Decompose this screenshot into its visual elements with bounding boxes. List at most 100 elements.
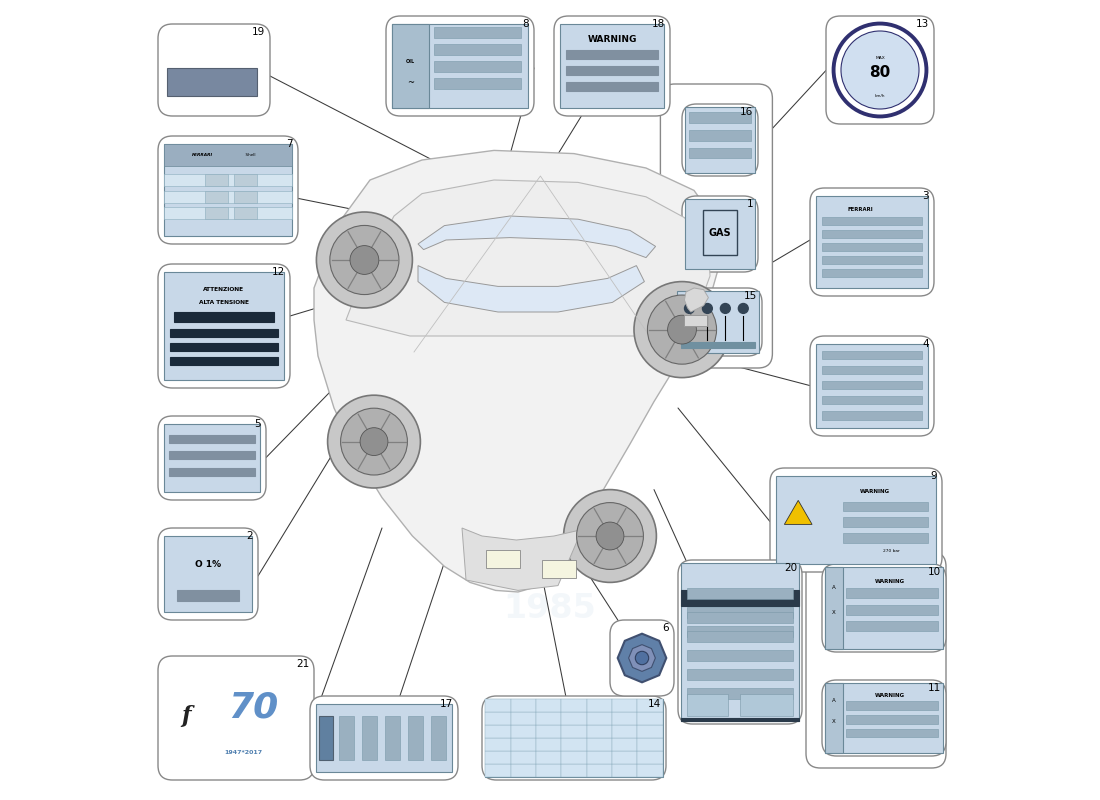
Polygon shape [410,192,662,316]
Text: X: X [832,610,836,614]
Bar [688,607,793,618]
FancyBboxPatch shape [660,84,772,368]
Text: ALTA TENSIONE: ALTA TENSIONE [199,300,249,305]
Bar [434,44,520,55]
Bar [164,424,260,492]
Bar [205,191,228,203]
Bar [565,82,659,91]
Bar [486,550,519,568]
Bar [565,50,659,59]
Circle shape [703,303,713,314]
Bar [846,621,938,631]
Bar [536,725,561,738]
Bar [688,589,793,599]
Text: A: A [832,698,836,703]
Polygon shape [618,634,667,682]
Bar [688,694,728,716]
FancyBboxPatch shape [682,104,758,176]
Bar [678,291,759,353]
FancyBboxPatch shape [826,16,934,124]
Text: 5: 5 [254,419,261,429]
Polygon shape [684,288,708,312]
Bar [688,626,793,638]
Bar [234,174,257,186]
Text: 7: 7 [287,139,294,149]
Text: 2: 2 [246,531,253,541]
Bar [637,751,663,764]
Bar [688,612,793,623]
FancyBboxPatch shape [386,16,534,116]
FancyBboxPatch shape [674,288,762,356]
Bar [822,411,922,419]
FancyBboxPatch shape [158,656,314,780]
Bar [637,764,663,777]
Text: 9: 9 [931,471,937,482]
Bar [560,24,663,108]
Bar [408,716,424,760]
FancyBboxPatch shape [482,696,666,780]
Bar [612,738,637,751]
Text: 14: 14 [648,699,661,709]
Bar [684,315,707,326]
FancyBboxPatch shape [158,136,298,244]
Text: 3: 3 [923,191,930,202]
Bar [164,144,292,166]
Bar [164,174,292,186]
Bar [434,61,520,72]
Bar [637,725,663,738]
Bar [822,350,922,359]
Bar [205,174,228,186]
Circle shape [834,23,926,117]
Circle shape [684,303,694,314]
Bar [510,699,536,712]
Polygon shape [314,150,719,592]
Text: ATTENZIONE: ATTENZIONE [204,286,244,292]
Bar [164,144,292,236]
Bar [362,716,377,760]
Circle shape [563,490,657,582]
Text: FERRARI: FERRARI [192,153,213,157]
Bar [846,605,938,614]
Polygon shape [418,266,645,312]
Bar [536,712,561,725]
Polygon shape [346,180,710,336]
Text: GAS: GAS [708,228,732,238]
Bar [536,738,561,751]
Text: 6: 6 [662,623,669,634]
Bar [816,196,927,288]
Bar [586,712,612,725]
Bar [561,751,586,764]
FancyBboxPatch shape [810,336,934,436]
Circle shape [330,226,399,294]
Bar [846,589,938,598]
Bar [689,113,751,123]
Circle shape [328,395,420,488]
Bar [846,715,938,723]
Circle shape [341,408,407,475]
Text: 11: 11 [928,683,942,693]
Bar [685,107,755,173]
Bar [846,702,938,710]
Text: FERRARI: FERRARI [847,207,873,212]
Bar [681,563,799,721]
Circle shape [634,282,730,378]
Circle shape [636,651,649,665]
Text: km/h: km/h [874,94,886,98]
Bar [846,729,938,738]
Bar [822,243,922,251]
Bar [612,712,637,725]
Bar [561,712,586,725]
Bar [740,694,793,716]
Bar [777,476,936,564]
Bar [340,716,354,760]
Bar [234,207,257,219]
Bar [612,764,637,777]
Bar [319,716,332,760]
Bar [434,78,520,89]
Text: Shell: Shell [243,153,256,157]
Bar [485,751,510,764]
Bar [612,699,637,712]
Bar [844,518,927,527]
Bar [167,68,256,96]
Text: 21: 21 [296,659,309,669]
